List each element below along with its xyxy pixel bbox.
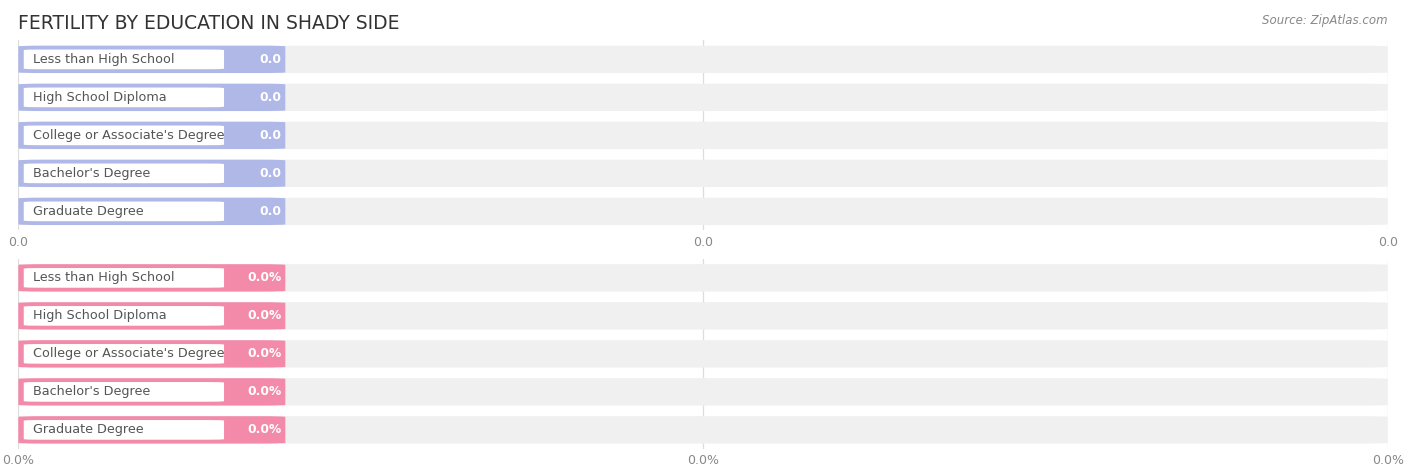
- FancyBboxPatch shape: [18, 302, 285, 330]
- FancyBboxPatch shape: [18, 84, 285, 111]
- FancyBboxPatch shape: [18, 340, 1388, 368]
- Text: High School Diploma: High School Diploma: [34, 91, 167, 104]
- FancyBboxPatch shape: [18, 264, 1388, 292]
- FancyBboxPatch shape: [18, 160, 1388, 187]
- Text: 0.0%: 0.0%: [247, 309, 281, 323]
- FancyBboxPatch shape: [18, 264, 285, 292]
- Text: FERTILITY BY EDUCATION IN SHADY SIDE: FERTILITY BY EDUCATION IN SHADY SIDE: [18, 14, 399, 33]
- Text: 0.0: 0.0: [259, 53, 281, 66]
- Text: Source: ZipAtlas.com: Source: ZipAtlas.com: [1263, 14, 1388, 27]
- FancyBboxPatch shape: [18, 302, 1388, 330]
- FancyBboxPatch shape: [18, 198, 285, 225]
- Text: Graduate Degree: Graduate Degree: [34, 205, 143, 218]
- FancyBboxPatch shape: [18, 340, 285, 368]
- FancyBboxPatch shape: [24, 87, 224, 107]
- FancyBboxPatch shape: [24, 344, 224, 364]
- Text: College or Associate's Degree: College or Associate's Degree: [34, 347, 225, 361]
- Text: 0.0: 0.0: [259, 129, 281, 142]
- Text: 0.0: 0.0: [259, 167, 281, 180]
- Text: Graduate Degree: Graduate Degree: [34, 423, 143, 437]
- FancyBboxPatch shape: [18, 416, 285, 444]
- FancyBboxPatch shape: [18, 198, 1388, 225]
- FancyBboxPatch shape: [18, 122, 1388, 149]
- FancyBboxPatch shape: [24, 420, 224, 440]
- FancyBboxPatch shape: [24, 201, 224, 221]
- FancyBboxPatch shape: [24, 49, 224, 69]
- FancyBboxPatch shape: [18, 46, 1388, 73]
- FancyBboxPatch shape: [18, 378, 1388, 406]
- FancyBboxPatch shape: [24, 268, 224, 288]
- Text: 0.0: 0.0: [259, 205, 281, 218]
- FancyBboxPatch shape: [18, 378, 285, 406]
- FancyBboxPatch shape: [24, 306, 224, 326]
- Text: Bachelor's Degree: Bachelor's Degree: [34, 385, 150, 399]
- Text: Less than High School: Less than High School: [34, 53, 174, 66]
- Text: 0.0%: 0.0%: [247, 423, 281, 437]
- FancyBboxPatch shape: [18, 416, 1388, 444]
- Text: 0.0: 0.0: [259, 91, 281, 104]
- FancyBboxPatch shape: [24, 382, 224, 402]
- FancyBboxPatch shape: [18, 122, 285, 149]
- FancyBboxPatch shape: [24, 125, 224, 145]
- Text: Less than High School: Less than High School: [34, 271, 174, 285]
- Text: Bachelor's Degree: Bachelor's Degree: [34, 167, 150, 180]
- Text: High School Diploma: High School Diploma: [34, 309, 167, 323]
- FancyBboxPatch shape: [18, 46, 285, 73]
- Text: College or Associate's Degree: College or Associate's Degree: [34, 129, 225, 142]
- FancyBboxPatch shape: [18, 160, 285, 187]
- FancyBboxPatch shape: [24, 163, 224, 183]
- Text: 0.0%: 0.0%: [247, 385, 281, 399]
- FancyBboxPatch shape: [18, 84, 1388, 111]
- Text: 0.0%: 0.0%: [247, 347, 281, 361]
- Text: 0.0%: 0.0%: [247, 271, 281, 285]
